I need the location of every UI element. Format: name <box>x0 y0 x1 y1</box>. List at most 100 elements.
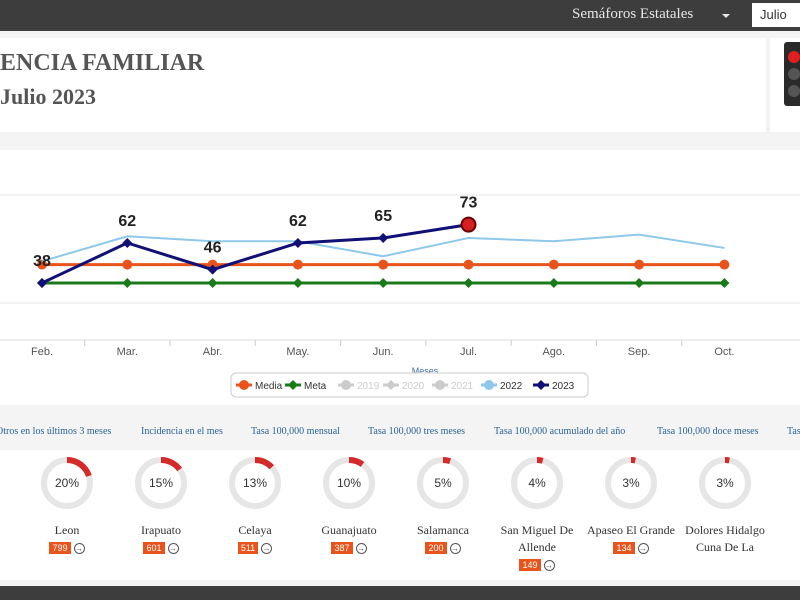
city-name: Salamanca 200 → <box>396 522 490 556</box>
city-name-text: Guanajuato <box>321 523 377 537</box>
city-name-text: Celaya <box>238 523 272 537</box>
gauge: 5% <box>417 457 469 509</box>
gauge: 3% <box>699 457 751 509</box>
tab[interactable]: Tasa 100,000 acumulado del año <box>494 426 626 437</box>
tab[interactable]: Incidencia en el mes <box>141 426 223 437</box>
title: ENCIA FAMILIAR <box>0 50 205 76</box>
go-button[interactable]: → <box>637 542 649 554</box>
city-card: 3% Apaseo El Grande 134 → <box>584 450 678 580</box>
legend-box <box>230 372 589 398</box>
city-card: 4% San Miguel De Allende 149 → <box>490 450 584 580</box>
x-tick-label: Oct. <box>714 346 734 358</box>
city-card: 20% Leon 799 → <box>20 450 114 580</box>
marker <box>122 237 133 248</box>
city-card: 5% Salamanca 200 → <box>396 450 490 580</box>
city-name: Apaseo El Grande 134 → <box>584 522 678 556</box>
gauge: 13% <box>229 457 281 509</box>
cards: 20% Leon 799 → 15% Irapuato 601 → 13% Celaya 511 → 1… <box>0 450 800 580</box>
legend-label[interactable]: Meta <box>304 381 327 392</box>
city-card: 10% Guanajuato 387 → <box>302 450 396 580</box>
marker <box>634 259 645 270</box>
gauge: 20% <box>41 457 93 509</box>
chart-panel: Feb. Mar. Abr. May. Jun. Jul. Ago. Sep. Oct. Mese… <box>0 150 800 405</box>
go-button[interactable]: → <box>449 542 461 554</box>
marker <box>207 264 218 275</box>
x-tick-label: May. <box>286 346 309 358</box>
title-panel: ENCIA FAMILIAR Julio 2023 <box>0 38 766 132</box>
marker <box>292 259 303 270</box>
count-badge: 511 <box>237 542 259 555</box>
legend-marker <box>484 380 494 390</box>
legend-label[interactable]: 2020 <box>402 381 425 392</box>
gauge-arc <box>160 457 183 472</box>
go-button[interactable]: → <box>543 559 555 571</box>
legend-label[interactable]: 2019 <box>357 381 380 392</box>
marker <box>122 277 133 288</box>
legend-label[interactable]: 2023 <box>552 381 575 392</box>
gauge: 15% <box>135 457 187 509</box>
city-name-text: Salamanca <box>417 523 469 537</box>
x-tick-label: Abr. <box>203 346 223 358</box>
marker <box>207 259 218 270</box>
count-badge: 387 <box>331 542 353 555</box>
count-row: 134 → <box>584 539 678 556</box>
x-axis-label: Meses <box>412 366 439 376</box>
series-line <box>41 233 725 263</box>
tab[interactable]: Otros en los últimos 3 meses <box>0 426 112 437</box>
marker <box>719 277 730 288</box>
tab[interactable]: Tasa 100,000 tres meses <box>368 426 466 437</box>
go-button[interactable]: → <box>355 542 367 554</box>
legend-label[interactable]: 2021 <box>451 381 474 392</box>
marker <box>719 259 730 270</box>
legend-marker <box>341 380 351 390</box>
marker <box>463 277 474 288</box>
marker <box>378 259 389 270</box>
legend-marker <box>386 380 396 390</box>
gauge-label: 3% <box>622 476 640 490</box>
go-button[interactable]: → <box>261 542 273 554</box>
go-button[interactable]: → <box>167 542 179 554</box>
tab[interactable]: Tas <box>787 426 800 437</box>
marker <box>122 259 133 270</box>
data-label: 73 <box>460 195 478 212</box>
city-name-text: Dolores Hidalgo Cuna De La <box>685 523 765 554</box>
gauge-label: 5% <box>434 476 452 490</box>
gauge-arc <box>536 457 544 464</box>
tab[interactable]: Tasa 100,000 doce meses <box>657 426 759 437</box>
count-badge: 134 <box>613 542 635 555</box>
gauge-label: 15% <box>149 476 173 490</box>
subtitle: Julio 2023 <box>0 84 96 109</box>
count-badge: 799 <box>49 542 71 555</box>
gauge: 4% <box>511 457 563 509</box>
count-row: 601 → <box>114 539 208 556</box>
legend-label[interactable]: 2022 <box>500 381 523 392</box>
gauge-label: 4% <box>528 476 546 490</box>
marker <box>378 277 389 288</box>
x-tick-label: Feb. <box>31 346 53 358</box>
x-tick-label: Sep. <box>628 346 651 358</box>
marker <box>463 259 474 270</box>
month-select[interactable]: Julio <box>752 3 800 27</box>
count-badge: 601 <box>143 542 165 555</box>
marker <box>292 277 303 288</box>
menu[interactable]: Semáforos Estatales <box>572 6 694 22</box>
legend-label[interactable]: Media <box>255 381 283 392</box>
marker <box>378 232 389 243</box>
gauge-arc <box>66 457 92 478</box>
caret <box>722 14 730 18</box>
count-row: 387 → <box>302 539 396 556</box>
tab[interactable]: Tasa 100,000 mensual <box>251 426 341 437</box>
data-label: 62 <box>118 213 136 230</box>
marker <box>37 259 47 270</box>
top-bar: Semáforos Estatales Julio <box>0 0 800 31</box>
tabs: Otros en los últimos 3 meses Incidencia e… <box>0 426 800 442</box>
legend-marker <box>239 380 249 390</box>
city-name: Celaya 511 → <box>208 522 302 556</box>
count-row: 149 → <box>490 556 584 573</box>
count-row: 799 → <box>20 539 114 556</box>
go-button[interactable]: → <box>73 542 85 554</box>
legend-marker <box>288 380 298 390</box>
data-label: 65 <box>374 208 392 225</box>
gauge: 10% <box>323 457 375 509</box>
